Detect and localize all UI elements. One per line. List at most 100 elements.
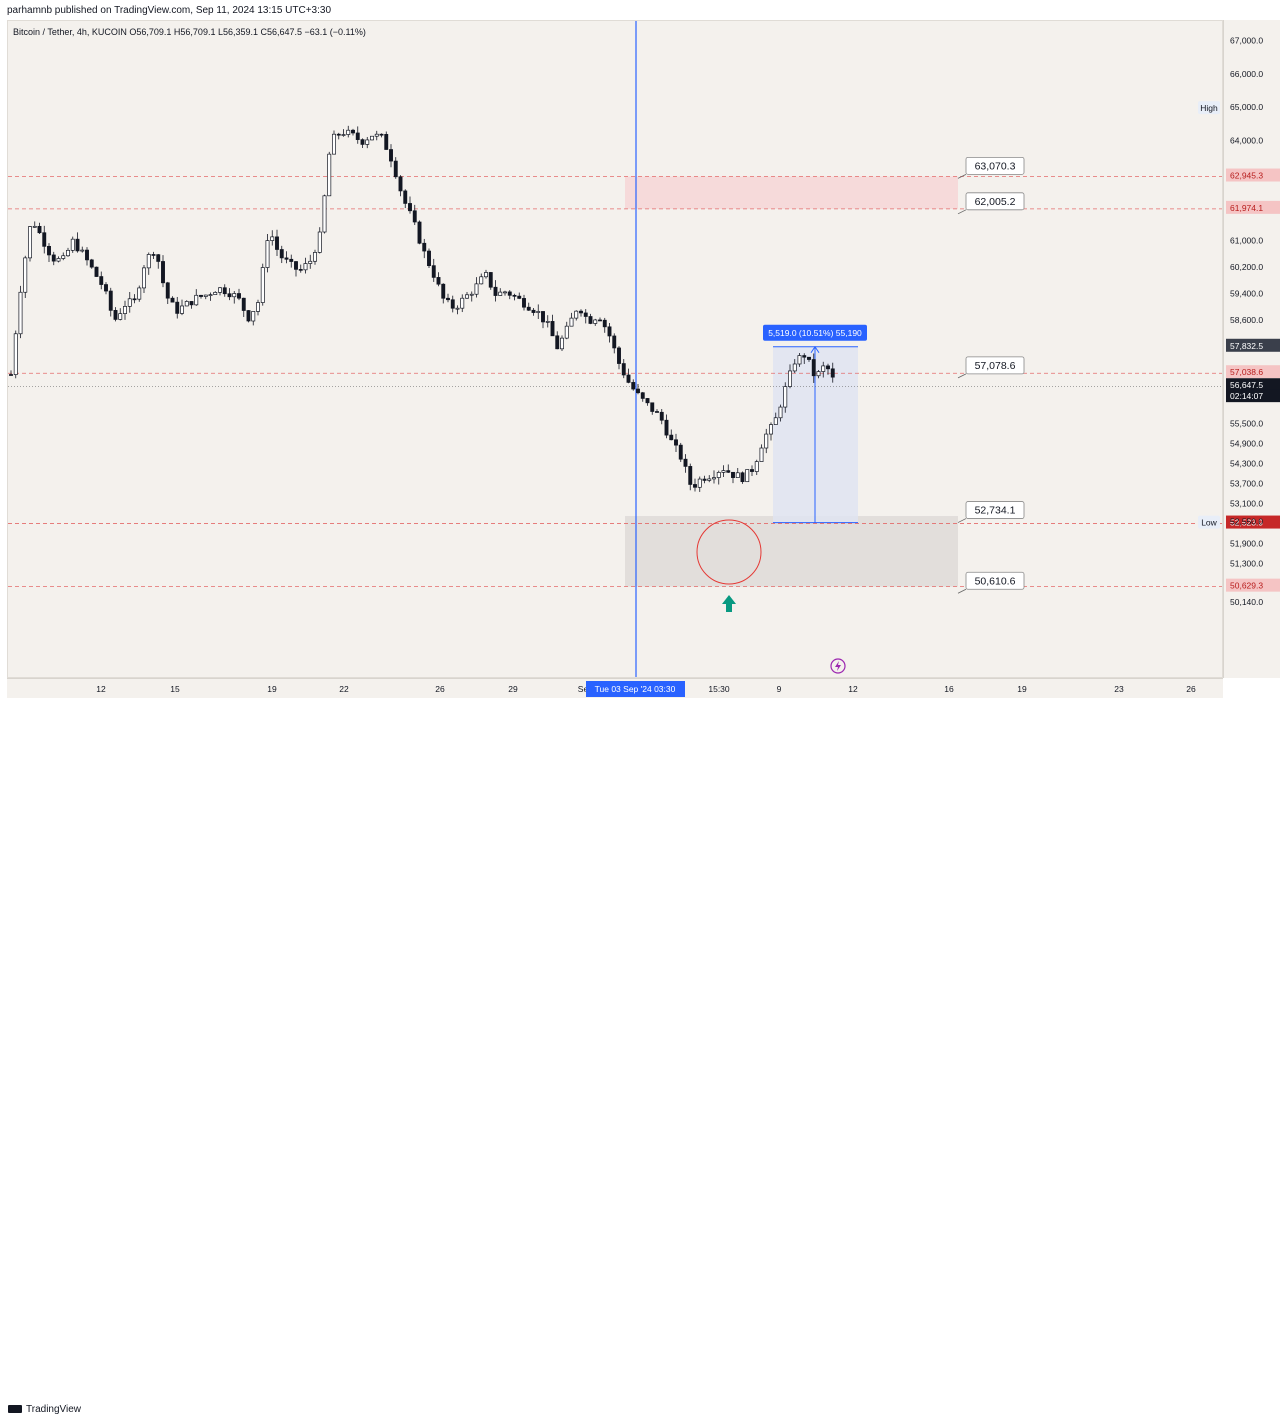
candle-body (294, 261, 298, 270)
candle-body (256, 302, 260, 312)
callout-label: 57,078.6 (975, 360, 1016, 372)
candle-body (246, 310, 251, 322)
time-tick-label: 19 (1017, 684, 1027, 694)
chart-canvas[interactable]: 63,070.3 62,005.2 57,078.6 52,734.1 50,610.6… (7, 20, 1223, 678)
price-axis-labels: 67,000.0 66,000.0 65,000.0 64,000.0 61,000.0… (1226, 36, 1280, 607)
candle-body (450, 299, 455, 309)
price-tick-label: 58,600.0 (1230, 315, 1263, 325)
candle-body (826, 365, 830, 370)
hilo-badge (1198, 515, 1220, 529)
candle-body (526, 306, 531, 311)
candle-body (51, 254, 56, 262)
price-axis[interactable]: 67,000.0 66,000.0 65,000.0 64,000.0 61,000.0… (1223, 20, 1280, 678)
candle-body (788, 370, 792, 387)
callout-pointer (957, 518, 967, 523)
price-badge-label: 52,550.0 (1230, 517, 1263, 527)
time-tick-label: 26 (1186, 684, 1196, 694)
candle-body (650, 402, 655, 412)
publish-bar: parhamnb published on TradingView.com, S… (0, 0, 1280, 20)
candle-body (531, 309, 536, 313)
publisher-text: parhamnb published on TradingView.com, S… (7, 5, 332, 16)
candle-body (769, 424, 773, 435)
candle-body (607, 326, 612, 337)
time-tick-label: 12 (96, 684, 106, 694)
price-badge-label: 62,945.3 (1230, 171, 1263, 181)
candle-body (669, 434, 674, 441)
candle-body (422, 242, 427, 252)
candle-body (289, 258, 294, 262)
callout-pointer (957, 209, 967, 215)
candle-body (778, 406, 783, 419)
candle-body (427, 250, 431, 267)
candle-body (555, 335, 560, 350)
candle-body (498, 291, 503, 296)
candle-body (816, 371, 821, 377)
candle-body (146, 254, 151, 269)
candle-body (384, 134, 389, 150)
time-axis[interactable]: 12 15 19 22 26 29 Se 15:30 9 12 16 19 23 26 Tue 03 Sep… (7, 678, 1223, 698)
candle-body (431, 265, 436, 278)
time-tick-label: 19 (267, 684, 277, 694)
candle-body (298, 269, 303, 271)
time-tick-label: Se (578, 684, 589, 694)
candle-body (674, 439, 678, 446)
time-tick-label: 22 (339, 684, 349, 694)
candle-body (583, 312, 588, 317)
candle-body (446, 297, 450, 301)
candle-body (726, 470, 731, 473)
candle-body (303, 263, 308, 271)
callout-pointer (957, 174, 967, 179)
price-tick-label: 53,100.0 (1230, 498, 1263, 508)
supply-zone (625, 176, 958, 209)
candle-body (436, 277, 441, 285)
crosshair-date-badge (586, 681, 685, 697)
candle-body (260, 267, 265, 303)
crosshair-date-label: Tue 03 Sep '24 03:30 (595, 684, 676, 694)
candle-body (474, 283, 479, 295)
candle-body (455, 307, 460, 310)
candle-body (745, 469, 750, 483)
price-badge (1226, 338, 1280, 352)
candle-body (707, 478, 712, 481)
candle-body (203, 294, 208, 297)
candle-body (56, 258, 61, 262)
candle-body (754, 461, 759, 472)
candle-body (132, 298, 137, 301)
candle-body (621, 363, 626, 376)
hilo-label: High (1200, 103, 1218, 113)
candle-body (640, 392, 645, 399)
candle-body (655, 411, 659, 413)
candle-body (222, 287, 227, 295)
price-badge (1226, 365, 1280, 379)
candle-body (659, 411, 664, 421)
candle-body (42, 232, 47, 247)
candle-body (151, 254, 156, 256)
candle-body (560, 337, 564, 350)
hilo-badge (1198, 101, 1220, 115)
candle-body (227, 293, 232, 298)
candle-body (351, 129, 355, 134)
candle-body (70, 238, 75, 251)
candle-body (165, 282, 170, 299)
candle-body (265, 240, 270, 268)
candle-body (199, 294, 203, 297)
candle-body (13, 333, 18, 375)
time-tick-label: 12 (848, 684, 858, 694)
price-badge-label: 52,523.9 (1230, 518, 1263, 528)
price-tick-label: 66,000.0 (1230, 69, 1263, 79)
symbol-ohlc-legend[interactable]: Bitcoin / Tether, 4h, KUCOIN O56,709.1 H… (13, 27, 366, 37)
candle-body (251, 311, 256, 322)
candle-body (631, 382, 636, 390)
candle-body (47, 245, 51, 256)
candle-body (716, 472, 721, 478)
candlestick-chart[interactable]: 63,070.3 62,005.2 57,078.6 52,734.1 50,610.6… (8, 21, 1223, 678)
candle-body (612, 335, 617, 349)
candle-body (764, 433, 769, 449)
candle-body (189, 301, 194, 306)
tradingview-logo[interactable]: TradingView (8, 1404, 81, 1415)
candle-body (218, 287, 222, 293)
candles (9, 125, 835, 492)
candle-body (104, 284, 108, 292)
price-tick-label: 64,000.0 (1230, 135, 1263, 145)
candle-body (579, 310, 583, 314)
